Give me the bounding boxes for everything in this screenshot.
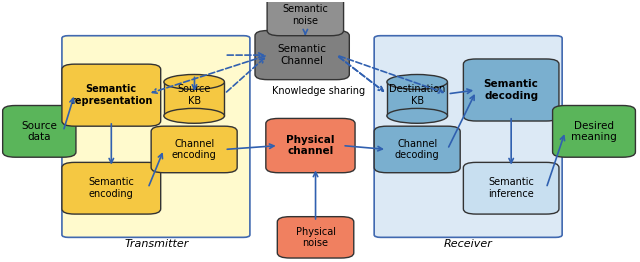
FancyBboxPatch shape (374, 36, 562, 237)
Text: Semantic
representation: Semantic representation (70, 84, 152, 106)
Text: Semantic
noise: Semantic noise (282, 4, 328, 26)
Text: Semantic
decoding: Semantic decoding (484, 79, 539, 101)
Text: Physical
channel: Physical channel (286, 135, 335, 156)
FancyBboxPatch shape (255, 31, 349, 80)
FancyBboxPatch shape (266, 118, 355, 173)
Text: Desired
meaning: Desired meaning (571, 121, 617, 142)
FancyBboxPatch shape (3, 106, 76, 157)
Text: Knowledge sharing: Knowledge sharing (271, 86, 365, 96)
FancyBboxPatch shape (463, 162, 559, 214)
FancyBboxPatch shape (267, 0, 344, 36)
Text: Transmitter: Transmitter (124, 239, 188, 249)
Text: Semantic
inference: Semantic inference (488, 177, 534, 199)
Text: Semantic
encoding: Semantic encoding (88, 177, 134, 199)
Ellipse shape (387, 74, 447, 89)
Text: Physical
noise: Physical noise (296, 227, 335, 248)
Ellipse shape (387, 108, 447, 123)
Text: Semantic
Channel: Semantic Channel (278, 44, 326, 66)
Text: Source
data: Source data (21, 121, 57, 142)
Bar (387, 82, 447, 116)
Text: Source
KB: Source KB (177, 84, 211, 106)
Bar (164, 82, 225, 116)
FancyBboxPatch shape (552, 106, 636, 157)
FancyBboxPatch shape (62, 64, 161, 126)
Text: Receiver: Receiver (444, 239, 493, 249)
FancyBboxPatch shape (277, 217, 354, 258)
Text: Channel
decoding: Channel decoding (395, 139, 440, 160)
FancyBboxPatch shape (62, 36, 250, 237)
Ellipse shape (164, 108, 225, 123)
Ellipse shape (164, 74, 225, 89)
FancyBboxPatch shape (151, 126, 237, 173)
Text: Channel
encoding: Channel encoding (172, 139, 216, 160)
FancyBboxPatch shape (374, 126, 460, 173)
FancyBboxPatch shape (463, 59, 559, 121)
FancyBboxPatch shape (62, 162, 161, 214)
Text: Destination
KB: Destination KB (389, 84, 445, 106)
